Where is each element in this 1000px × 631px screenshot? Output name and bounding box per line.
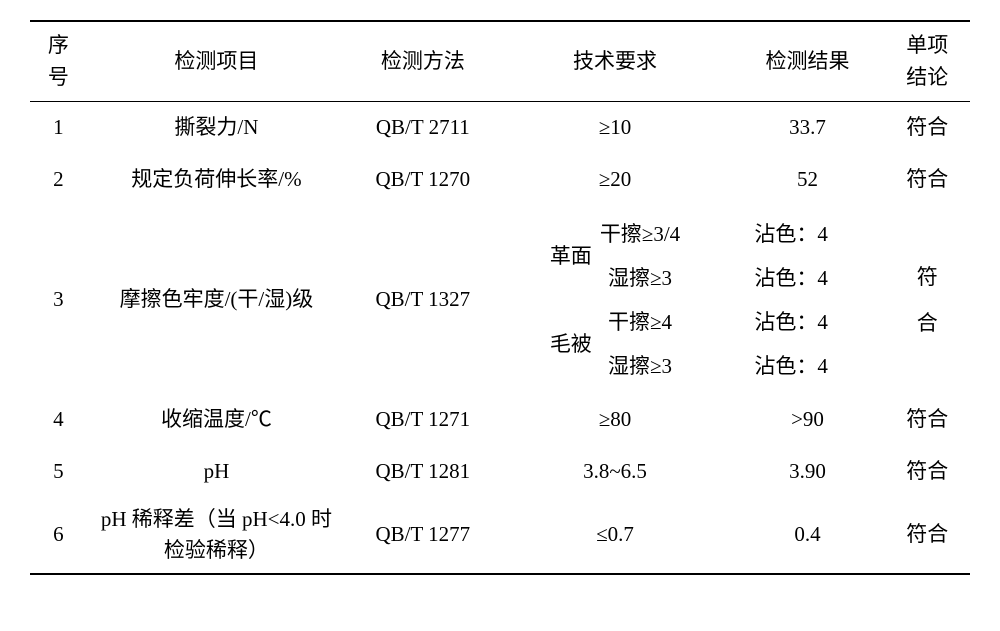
cell-requirement: 3.8~6.5 [500, 446, 731, 498]
req-line: 湿擦≥3 [600, 256, 680, 300]
cell-conclusion: 符合 [885, 154, 970, 206]
cell-item: 摩擦色牢度/(干/湿)级 [87, 206, 346, 394]
result-line: 沾色：4 [754, 300, 828, 344]
cell-method: QB/T 1277 [346, 498, 499, 574]
cell-result: 52 [730, 154, 884, 206]
result-line: 沾色：4 [754, 212, 828, 256]
result-line: 沾色：4 [754, 256, 828, 300]
cell-method: QB/T 1271 [346, 394, 499, 446]
cell-result: 0.4 [730, 498, 884, 574]
header-item: 检测项目 [87, 21, 346, 102]
cell-seq: 6 [30, 498, 87, 574]
cell-seq: 2 [30, 154, 87, 206]
req-line: 干擦≥3/4 [600, 212, 680, 256]
table-row: 4 收缩温度/℃ QB/T 1271 ≥80 >90 符合 [30, 394, 970, 446]
test-report-table: 序号 检测项目 检测方法 技术要求 检测结果 单项结论 1 撕裂力/N QB/T… [30, 20, 970, 575]
cell-requirement: ≥20 [500, 154, 731, 206]
cell-conclusion: 符合 [885, 394, 970, 446]
cell-conclusion: 符合 [885, 102, 970, 154]
cell-requirement: ≥80 [500, 394, 731, 446]
cell-result: 33.7 [730, 102, 884, 154]
cell-item: 撕裂力/N [87, 102, 346, 154]
result-line: 沾色：4 [754, 344, 828, 388]
header-seq: 序号 [30, 21, 87, 102]
header-conclusion: 单项结论 [885, 21, 970, 102]
cell-conclusion: 符 合 [885, 206, 970, 394]
cell-item: 规定负荷伸长率/% [87, 154, 346, 206]
header-method: 检测方法 [346, 21, 499, 102]
table-row: 1 撕裂力/N QB/T 2711 ≥10 33.7 符合 [30, 102, 970, 154]
table-row: 3 摩擦色牢度/(干/湿)级 QB/T 1327 革面 毛被 干擦≥3/4 湿擦… [30, 206, 970, 394]
req-group-label: 毛被 [550, 302, 592, 386]
table-header-row: 序号 检测项目 检测方法 技术要求 检测结果 单项结论 [30, 21, 970, 102]
cell-result: >90 [730, 394, 884, 446]
cell-item: 收缩温度/℃ [87, 394, 346, 446]
cell-conclusion: 符合 [885, 446, 970, 498]
req-line: 干擦≥4 [600, 300, 680, 344]
cell-item: pH 稀释差（当 pH<4.0 时 检验稀释） [87, 498, 346, 574]
cell-seq: 3 [30, 206, 87, 394]
cell-requirement: 革面 毛被 干擦≥3/4 湿擦≥3 干擦≥4 湿擦≥3 [500, 206, 731, 394]
cell-conclusion: 符合 [885, 498, 970, 574]
table-row: 6 pH 稀释差（当 pH<4.0 时 检验稀释） QB/T 1277 ≤0.7… [30, 498, 970, 574]
cell-method: QB/T 1270 [346, 154, 499, 206]
header-requirement: 技术要求 [500, 21, 731, 102]
cell-requirement: ≤0.7 [500, 498, 731, 574]
cell-seq: 1 [30, 102, 87, 154]
req-group-label: 革面 [550, 214, 592, 298]
cell-seq: 4 [30, 394, 87, 446]
req-line: 湿擦≥3 [600, 344, 680, 388]
cell-method: QB/T 1327 [346, 206, 499, 394]
cell-requirement: ≥10 [500, 102, 731, 154]
table-row: 2 规定负荷伸长率/% QB/T 1270 ≥20 52 符合 [30, 154, 970, 206]
header-result: 检测结果 [730, 21, 884, 102]
cell-result: 沾色：4 沾色：4 沾色：4 沾色：4 [730, 206, 884, 394]
cell-method: QB/T 2711 [346, 102, 499, 154]
cell-seq: 5 [30, 446, 87, 498]
table-row: 5 pH QB/T 1281 3.8~6.5 3.90 符合 [30, 446, 970, 498]
cell-result: 3.90 [730, 446, 884, 498]
cell-item: pH [87, 446, 346, 498]
cell-method: QB/T 1281 [346, 446, 499, 498]
